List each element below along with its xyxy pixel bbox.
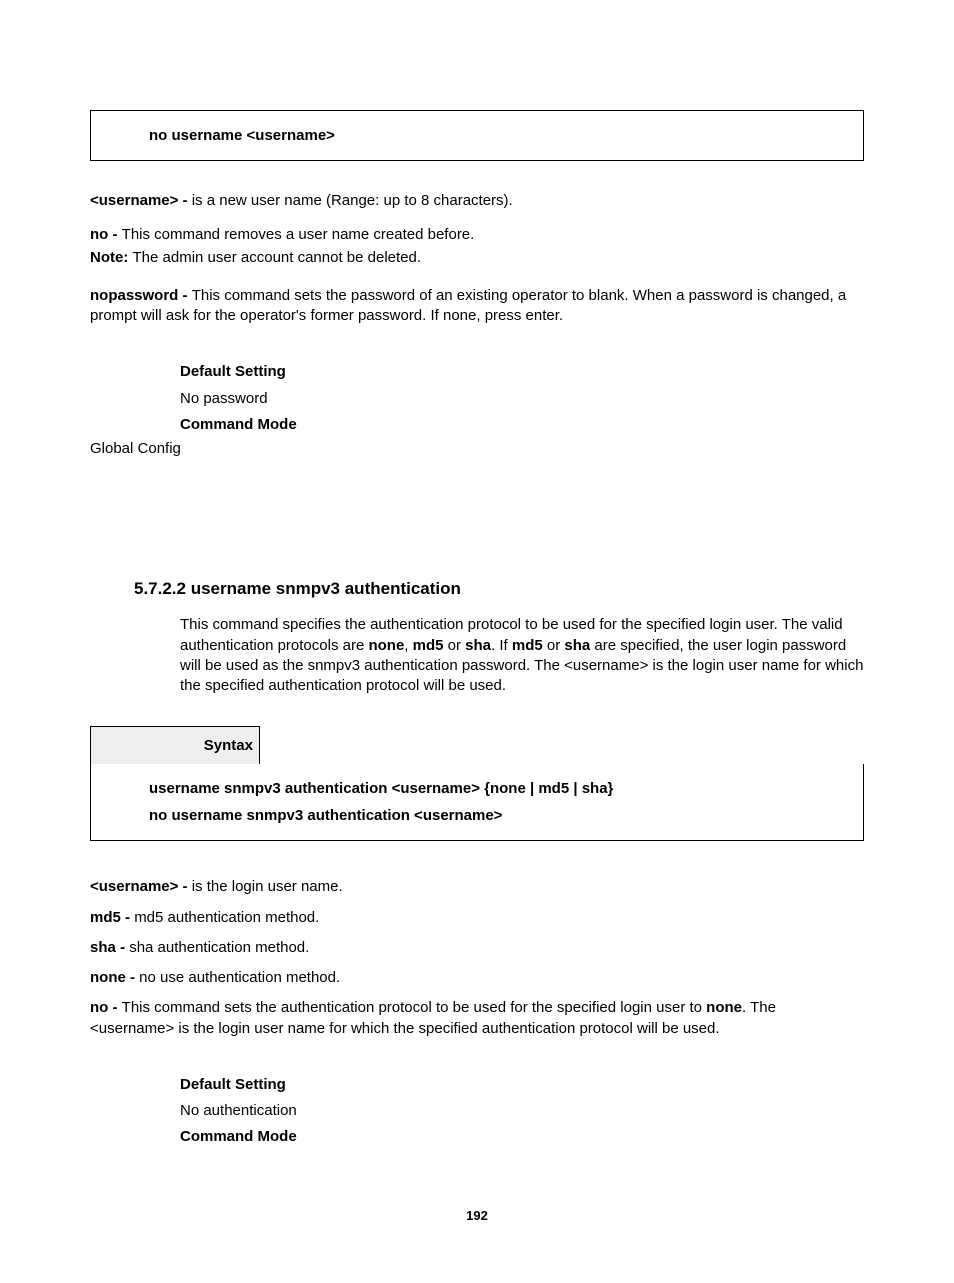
desc-bold: sha [465, 637, 491, 654]
param-username: <username> - is a new user name (Range: … [90, 191, 864, 211]
default-setting-value: No authentication [180, 1101, 864, 1121]
param-note: Note: The admin user account cannot be d… [90, 248, 864, 268]
section-number: 5.7.2.2 [134, 579, 191, 598]
param-text: This command sets the authentication pro… [122, 999, 707, 1016]
param-text: This command removes a user name created… [122, 226, 475, 243]
param-text: The admin user account cannot be deleted… [133, 249, 422, 266]
desc-bold: md5 [413, 637, 444, 654]
param-text: no use authentication method. [139, 969, 340, 986]
param-label: Note: [90, 249, 133, 266]
syntax-line: no username snmpv3 authentication <usern… [149, 807, 863, 824]
param-label: <username> - [90, 192, 192, 209]
command-mode-label: Command Mode [180, 415, 864, 435]
command-mode-label: Command Mode [180, 1127, 864, 1147]
param-nopassword: nopassword - This command sets the passw… [90, 286, 864, 327]
param-label: nopassword - [90, 287, 192, 304]
syntax-box-2: username snmpv3 authentication <username… [90, 764, 864, 841]
param-none: none - no use authentication method. [90, 968, 864, 988]
param-text: is a new user name (Range: up to 8 chara… [192, 192, 513, 209]
param-bold: none [706, 999, 742, 1016]
param-sha: sha - sha authentication method. [90, 938, 864, 958]
settings-block-1: Default Setting No password Command Mode [180, 362, 864, 435]
param-label: sha - [90, 939, 129, 956]
default-setting-label: Default Setting [180, 362, 864, 382]
param-label: none - [90, 969, 139, 986]
document-page: no username <username> <username> - is a… [0, 110, 954, 1283]
desc-bold: sha [564, 637, 590, 654]
command-mode-value: Global Config [90, 439, 864, 459]
section-title-text: username snmpv3 authentication [191, 579, 461, 598]
syntax-line: username snmpv3 authentication <username… [149, 780, 863, 797]
page-number: 192 [90, 1208, 864, 1223]
default-setting-value: No password [180, 389, 864, 409]
desc-text: or [543, 637, 565, 654]
desc-text: or [443, 637, 465, 654]
syntax-box-1: no username <username> [90, 110, 864, 161]
param-label: <username> - [90, 878, 192, 895]
desc-text: . If [491, 637, 512, 654]
syntax-line: no username <username> [149, 127, 863, 144]
param-text: sha authentication method. [129, 939, 309, 956]
desc-text: , [404, 637, 412, 654]
param-text: This command sets the password of an exi… [90, 287, 846, 324]
param-text: md5 authentication method. [134, 909, 319, 926]
param-no: no - This command sets the authenticatio… [90, 998, 864, 1039]
section-description: This command specifies the authenticatio… [180, 615, 864, 696]
settings-block-2: Default Setting No authentication Comman… [180, 1075, 864, 1148]
param-block-2: <username> - is the login user name. md5… [90, 877, 864, 1039]
desc-bold: none [368, 637, 404, 654]
param-label: md5 - [90, 909, 134, 926]
param-block-1: <username> - is a new user name (Range: … [90, 191, 864, 326]
desc-bold: md5 [512, 637, 543, 654]
param-text: is the login user name. [192, 878, 343, 895]
section-heading: 5.7.2.2 username snmpv3 authentication [134, 579, 864, 599]
param-md5: md5 - md5 authentication method. [90, 908, 864, 928]
param-username: <username> - is the login user name. [90, 877, 864, 897]
default-setting-label: Default Setting [180, 1075, 864, 1095]
param-label: no - [90, 999, 122, 1016]
param-no: no - This command removes a user name cr… [90, 225, 864, 245]
syntax-header: Syntax [90, 726, 260, 764]
param-label: no - [90, 226, 122, 243]
